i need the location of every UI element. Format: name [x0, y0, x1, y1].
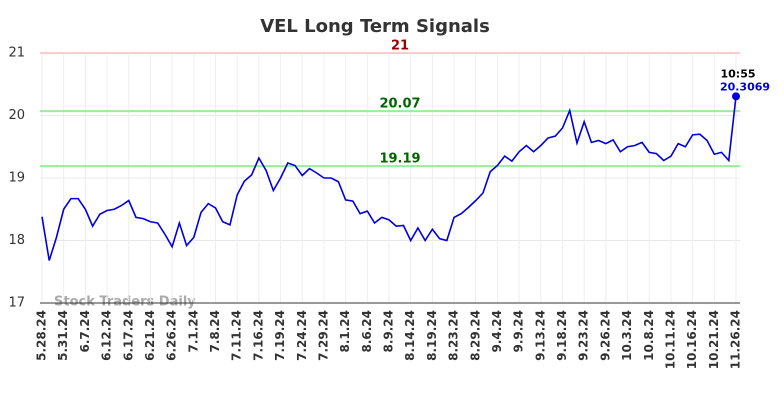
x-tick-label: 8.9.24: [382, 310, 396, 353]
y-tick-label: 19: [8, 171, 25, 186]
y-tick-label: 18: [8, 233, 25, 248]
x-tick-label: 11.26.24: [729, 310, 743, 369]
x-tick-label: 9.18.24: [555, 310, 569, 361]
x-tick-label: 9.9.24: [512, 310, 526, 353]
x-tick-label: 9.23.24: [577, 310, 591, 361]
x-tick-label: 7.24.24: [295, 310, 309, 361]
x-tick-label: 6.7.24: [78, 310, 92, 353]
x-tick-label: 8.1.24: [338, 310, 352, 353]
last-time: 10:55: [720, 67, 755, 80]
y-tick-label: 21: [8, 46, 25, 61]
x-tick-label: 6.21.24: [143, 310, 157, 361]
x-tick-label: 10.11.24: [663, 310, 677, 369]
last-point: [732, 92, 740, 101]
x-tick-label: 7.1.24: [186, 310, 200, 353]
x-tick-label: 7.19.24: [273, 310, 287, 361]
x-tick-label: 6.26.24: [165, 310, 179, 361]
x-tick-label: 8.6.24: [360, 310, 374, 353]
x-tick-label: 9.26.24: [598, 310, 612, 361]
x-tick-label: 7.11.24: [230, 310, 244, 361]
price-line: [41, 96, 737, 261]
x-tick-label: 9.4.24: [490, 310, 504, 353]
x-tick-label: 8.14.24: [403, 310, 417, 361]
watermark: Stock Traders Daily: [54, 295, 196, 310]
x-tick-label: 5.28.24: [35, 310, 49, 361]
signal-label: 21: [391, 39, 409, 54]
y-tick-label: 20: [8, 108, 25, 123]
x-tick-label: 7.8.24: [208, 310, 222, 353]
x-tick-label: 10.8.24: [642, 310, 656, 361]
x-tick-label: 8.23.24: [447, 310, 461, 361]
signal-label: 19.19: [379, 152, 420, 167]
signal-label: 20.07: [379, 97, 420, 112]
x-tick-label: 10.16.24: [685, 310, 699, 369]
x-tick-label: 6.12.24: [100, 310, 114, 361]
x-tick-label: 8.29.24: [468, 310, 482, 361]
x-tick-label: 7.16.24: [251, 310, 265, 361]
x-tick-label: 6.17.24: [121, 310, 135, 361]
x-tick-label: 10.21.24: [707, 310, 721, 369]
x-tick-label: 10.3.24: [620, 310, 634, 361]
chart-title: VEL Long Term Signals: [260, 16, 490, 37]
x-tick-label: 8.19.24: [425, 310, 439, 361]
x-tick-label: 5.31.24: [56, 310, 70, 361]
x-tick-label: 9.13.24: [533, 310, 547, 361]
x-tick-label: 7.29.24: [316, 310, 330, 361]
last-value: 20.3069: [720, 80, 770, 93]
y-tick-label: 17: [8, 296, 25, 311]
